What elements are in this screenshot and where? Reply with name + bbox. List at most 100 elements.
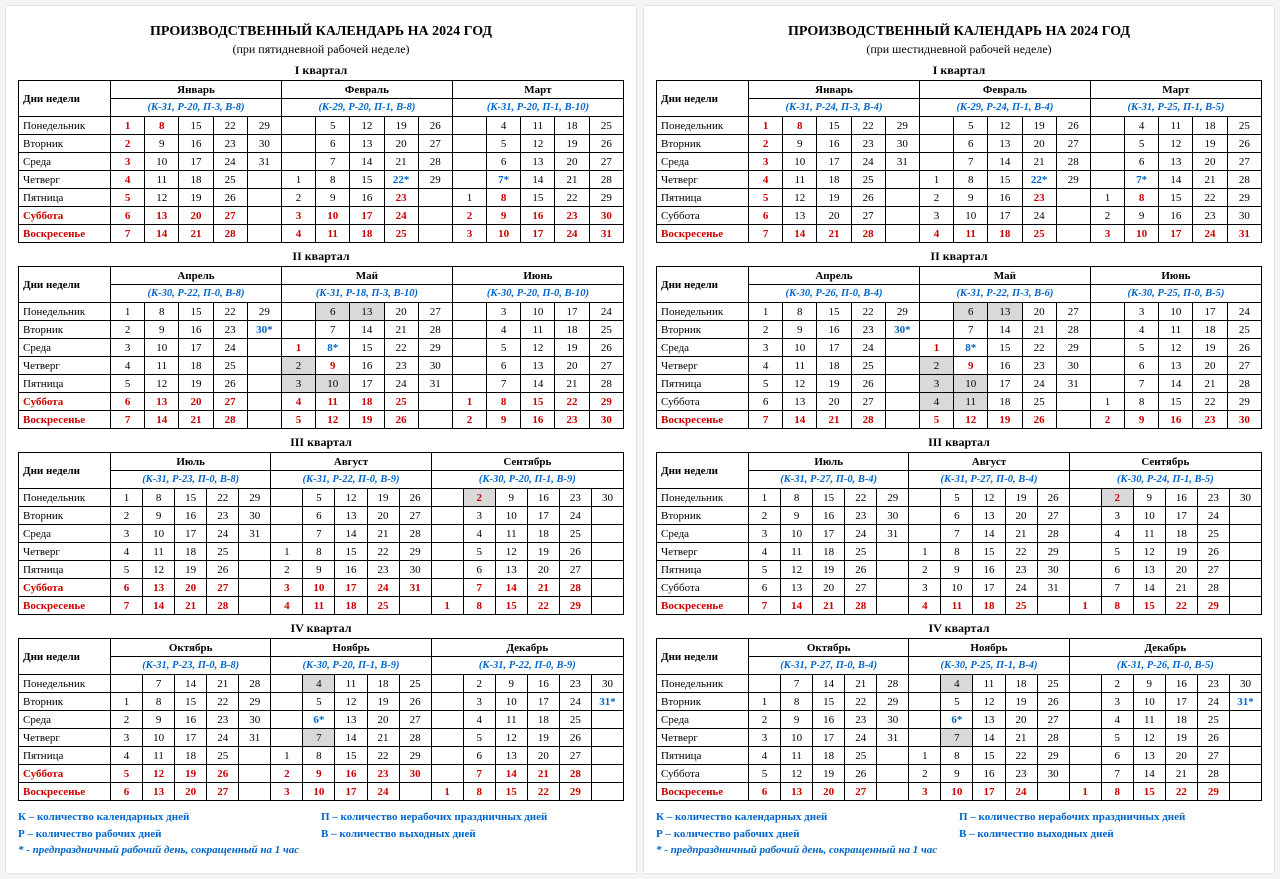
day-cell: 8 [954, 171, 988, 189]
day-cell: 2 [1101, 675, 1133, 693]
day-cell-empty [247, 171, 281, 189]
day-cell: 28 [399, 525, 431, 543]
day-cell: 13 [1159, 357, 1193, 375]
day-cell: 2 [919, 189, 953, 207]
day-cell-empty [431, 765, 463, 783]
day-cell-empty [1090, 303, 1124, 321]
day-cell: 17 [350, 207, 384, 225]
day-cell: 5 [941, 489, 973, 507]
day-cell: 13 [335, 507, 367, 525]
day-cell: 18 [1193, 321, 1227, 339]
day-cell: 19 [367, 489, 399, 507]
day-cell-empty [271, 489, 303, 507]
day-cell: 7 [749, 597, 781, 615]
dow-label: Пятница [657, 561, 749, 579]
day-cell: 13 [1133, 747, 1165, 765]
day-cell: 14 [145, 225, 179, 243]
day-cell: 12 [954, 411, 988, 429]
day-cell-empty [452, 375, 486, 393]
day-cell: 16 [335, 765, 367, 783]
day-cell-empty [1229, 561, 1261, 579]
day-cell: 15 [1133, 783, 1165, 801]
day-cell: 20 [384, 303, 418, 321]
day-cell: 27 [851, 393, 885, 411]
dow-header: Дни недели [19, 81, 111, 117]
day-cell: 14 [495, 765, 527, 783]
day-cell-empty [399, 783, 431, 801]
day-cell: 14 [988, 153, 1022, 171]
month-summary: (К-29, Р-24, П-1, В-4) [919, 99, 1090, 117]
day-cell-empty [877, 597, 909, 615]
day-cell-empty [1069, 543, 1101, 561]
day-cell: 26 [559, 543, 591, 561]
day-cell: 30 [877, 507, 909, 525]
dow-label: Суббота [19, 765, 111, 783]
day-cell: 5 [111, 765, 143, 783]
day-cell: 14 [1133, 579, 1165, 597]
day-cell: 25 [1022, 225, 1056, 243]
day-cell: 8 [781, 693, 813, 711]
day-cell-empty [885, 207, 919, 225]
day-cell: 2 [1101, 489, 1133, 507]
day-cell: 8 [1125, 189, 1159, 207]
day-cell-empty [431, 729, 463, 747]
day-cell: 14 [988, 321, 1022, 339]
day-cell: 17 [973, 783, 1005, 801]
day-cell: 10 [495, 507, 527, 525]
day-cell: 27 [1056, 135, 1090, 153]
day-cell: 26 [1197, 543, 1229, 561]
day-cell: 25 [1227, 117, 1261, 135]
day-cell-empty [919, 153, 953, 171]
day-cell: 24 [555, 225, 589, 243]
day-cell-empty [885, 375, 919, 393]
day-cell-empty [885, 171, 919, 189]
day-cell: 2 [463, 489, 495, 507]
day-cell-empty [877, 765, 909, 783]
day-cell: 28 [1056, 153, 1090, 171]
dow-label: Четверг [19, 171, 111, 189]
day-cell: 5 [111, 561, 143, 579]
day-cell: 13 [1133, 561, 1165, 579]
day-cell: 28 [239, 675, 271, 693]
day-cell: 6 [463, 561, 495, 579]
day-cell: 25 [367, 597, 399, 615]
day-cell: 11 [143, 747, 175, 765]
day-cell: 14 [350, 153, 384, 171]
day-cell: 21 [817, 225, 851, 243]
day-cell: 19 [555, 135, 589, 153]
quarter-table: Дни неделиАпрельМайИюнь(К-30, Р-22, П-0,… [18, 266, 624, 429]
day-cell-empty [909, 507, 941, 525]
day-cell: 15 [495, 597, 527, 615]
day-cell-empty [1229, 711, 1261, 729]
day-cell: 12 [1159, 135, 1193, 153]
day-cell: 20 [367, 507, 399, 525]
day-cell-empty [431, 711, 463, 729]
day-cell: 5 [303, 693, 335, 711]
day-cell: 6 [1125, 357, 1159, 375]
day-cell: 10 [495, 693, 527, 711]
day-cell: 29 [418, 171, 452, 189]
day-cell: 15 [813, 489, 845, 507]
day-cell: 12 [783, 189, 817, 207]
day-cell-empty [877, 543, 909, 561]
quarter-title: IV квартал [656, 621, 1262, 636]
day-cell: 8 [941, 543, 973, 561]
day-cell: 23 [367, 561, 399, 579]
day-cell-empty [1229, 747, 1261, 765]
day-cell: 5 [303, 489, 335, 507]
day-cell: 2 [463, 675, 495, 693]
day-cell-empty [885, 393, 919, 411]
day-cell: 25 [559, 711, 591, 729]
day-cell: 14 [813, 675, 845, 693]
dow-label: Среда [657, 711, 749, 729]
month-name: Январь [749, 81, 920, 99]
day-cell: 11 [145, 171, 179, 189]
day-cell: 24 [851, 153, 885, 171]
day-cell-empty [281, 153, 315, 171]
day-cell: 6 [1101, 561, 1133, 579]
day-cell-empty [1090, 339, 1124, 357]
day-cell-empty [1069, 765, 1101, 783]
day-cell: 12 [335, 489, 367, 507]
day-cell: 31 [239, 729, 271, 747]
day-cell: 19 [1193, 135, 1227, 153]
